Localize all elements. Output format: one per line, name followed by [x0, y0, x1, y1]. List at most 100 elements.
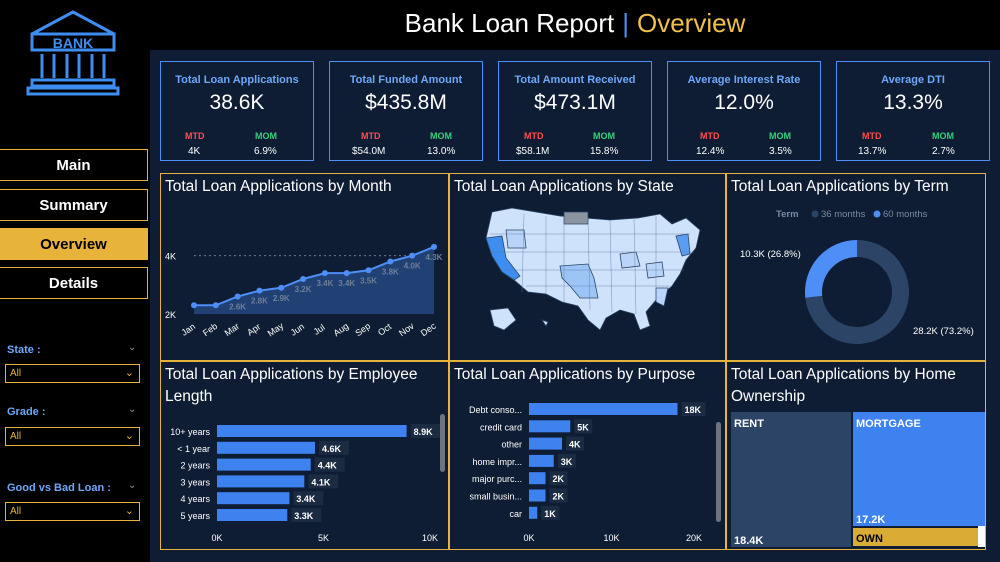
data-point	[365, 267, 372, 274]
kpi-card-average-dti[interactable]: Average DTI 13.3% MTD MOM 13.7% 2.7%	[836, 61, 990, 161]
mtd-label: MTD	[185, 131, 205, 141]
x-tick-label: 5K	[318, 533, 329, 543]
loan-quality-filter-select[interactable]: All ⌄	[5, 502, 140, 521]
x-tick-label: 0K	[211, 533, 222, 543]
loan-quality-filter-label: Good vs Bad Loan :	[7, 482, 111, 494]
title-separator: |	[622, 7, 629, 38]
area-fill	[194, 246, 434, 314]
slice-label: 10.3K (26.8%)	[740, 249, 801, 260]
category-label: Debt conso...	[469, 405, 522, 415]
mom-value: 3.5%	[769, 146, 792, 157]
category-label: major purc...	[472, 474, 522, 484]
chevron-down-icon: ⌄	[124, 367, 134, 379]
kpi-value: $435.8M	[365, 91, 447, 114]
mtd-value: 4K	[188, 146, 201, 157]
data-label-bg	[318, 440, 349, 455]
purpose-panel[interactable]: Total Loan Applications by Purpose Debt …	[449, 361, 726, 550]
mom-value: 2.7%	[932, 146, 955, 157]
x-tick-label: Nov	[397, 321, 416, 339]
bar	[217, 492, 290, 505]
data-label-bg	[293, 491, 324, 506]
series-line	[194, 245, 435, 307]
mom-label: MOM	[593, 131, 615, 141]
kpi-title: Average DTI	[881, 74, 945, 86]
data-label: 3K	[561, 457, 573, 467]
data-label-bg	[574, 419, 593, 434]
scrollbar-thumb	[440, 414, 445, 472]
category-label: 5 years	[180, 511, 210, 521]
data-label: 2.9K	[273, 294, 290, 303]
employee-length-panel[interactable]: Total Loan Applications by Employee Leng…	[160, 361, 449, 550]
kpi-card-interest-rate[interactable]: Average Interest Rate 12.0% MTD MOM 12.4…	[667, 61, 821, 161]
mom-label: MOM	[769, 131, 791, 141]
treemap-own-name: OWN	[856, 533, 883, 545]
treemap-other[interactable]	[978, 526, 985, 547]
treemap-rent[interactable]	[731, 412, 851, 547]
logo-text: BANK	[53, 35, 93, 51]
legend-marker	[873, 210, 881, 218]
bar	[529, 489, 546, 502]
x-tick-label: Feb	[201, 321, 219, 338]
data-label-bg	[541, 505, 560, 520]
state-map-panel[interactable]: Total Loan Applications by State	[449, 173, 726, 361]
category-label: home impr...	[472, 457, 522, 467]
kpi-value: 13.3%	[883, 91, 943, 114]
x-tick-label: Apr	[245, 321, 262, 337]
category-label: < 1 year	[177, 444, 210, 454]
kpi-title: Total Loan Applications	[175, 74, 299, 86]
y-tick-label: 2K	[165, 310, 176, 320]
x-tick-label: Oct	[376, 321, 394, 338]
mtd-label: MTD	[862, 131, 882, 141]
treemap-own[interactable]	[853, 528, 979, 546]
grade-filter-select[interactable]: All ⌄	[5, 427, 140, 446]
nav-details-button[interactable]: Details	[0, 267, 148, 299]
kpi-card-amount-received[interactable]: Total Amount Received $473.1M MTD MOM $5…	[498, 61, 652, 161]
employee-length-title: Total Loan Applications by Employee Leng…	[165, 366, 418, 405]
sidebar: BANK Main Summary Overview Details State…	[0, 0, 150, 562]
kpi-card-funded-amount[interactable]: Total Funded Amount $435.8M MTD MOM $54.…	[329, 61, 483, 161]
state-filter-select[interactable]: All ⌄	[5, 364, 140, 383]
us-state-map[interactable]	[450, 174, 725, 360]
data-label: 2.6K	[229, 303, 246, 312]
bar	[217, 458, 311, 471]
nav-summary-button[interactable]: Summary	[0, 189, 148, 221]
data-label-bg	[681, 402, 706, 416]
mom-label: MOM	[255, 131, 277, 141]
data-label: 3.3K	[294, 511, 314, 521]
category-label: other	[501, 440, 522, 450]
term-donut-panel[interactable]: Total Loan Applications by Term Term 36 m…	[726, 173, 986, 361]
data-label: 3.2K	[295, 285, 312, 294]
data-label: 5K	[577, 422, 589, 432]
category-label: small busin...	[469, 492, 522, 502]
data-point	[343, 270, 350, 277]
chevron-down-icon[interactable]: ⌄	[128, 404, 137, 415]
kpi-card-total-applications[interactable]: Total Loan Applications 38.6K MTD MOM 4K…	[160, 61, 314, 161]
category-label: credit card	[480, 422, 522, 432]
mom-value: 15.8%	[590, 146, 619, 157]
report-title: Bank Loan Report	[404, 7, 615, 38]
data-point	[278, 284, 285, 291]
treemap-mortgage-name: MORTGAGE	[856, 418, 921, 430]
chevron-down-icon[interactable]: ⌄	[128, 342, 137, 353]
legend-title: Term	[776, 209, 799, 220]
bar	[217, 509, 288, 521]
data-point	[300, 276, 307, 282]
month-chart-panel[interactable]: Total Loan Applications by Month 4K 2K Jan…	[160, 173, 449, 361]
mtd-value: 12.4%	[696, 146, 725, 157]
data-label: 4.4K	[318, 461, 338, 471]
mtd-label: MTD	[700, 131, 720, 141]
data-label: 8.9K	[414, 427, 434, 437]
nav-main-button[interactable]: Main	[0, 149, 148, 181]
chevron-down-icon[interactable]: ⌄	[128, 480, 137, 491]
treemap-mortgage[interactable]	[853, 412, 985, 526]
kpi-value: 12.0%	[714, 91, 774, 114]
data-point	[431, 243, 437, 250]
category-label: 10+ years	[170, 427, 210, 437]
nav-overview-button[interactable]: Overview	[0, 228, 148, 260]
legend-label: 60 months	[883, 209, 928, 220]
home-ownership-panel[interactable]: Total Loan Applications by Home Ownershi…	[726, 361, 986, 550]
data-label: 3.8K	[382, 268, 399, 277]
y-tick-label: 4K	[165, 252, 176, 262]
data-label-bg	[557, 453, 576, 468]
